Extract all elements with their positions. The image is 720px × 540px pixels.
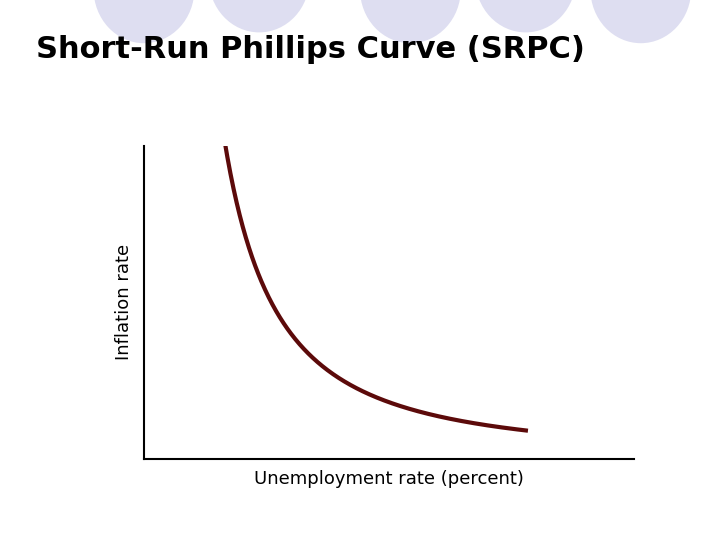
- Ellipse shape: [475, 0, 576, 32]
- Ellipse shape: [360, 0, 461, 43]
- Ellipse shape: [94, 0, 194, 43]
- Text: Short-Run Phillips Curve (SRPC): Short-Run Phillips Curve (SRPC): [36, 35, 585, 64]
- X-axis label: Unemployment rate (percent): Unemployment rate (percent): [254, 470, 523, 488]
- Y-axis label: Inflation rate: Inflation rate: [115, 244, 133, 361]
- Ellipse shape: [590, 0, 691, 43]
- Ellipse shape: [209, 0, 310, 32]
